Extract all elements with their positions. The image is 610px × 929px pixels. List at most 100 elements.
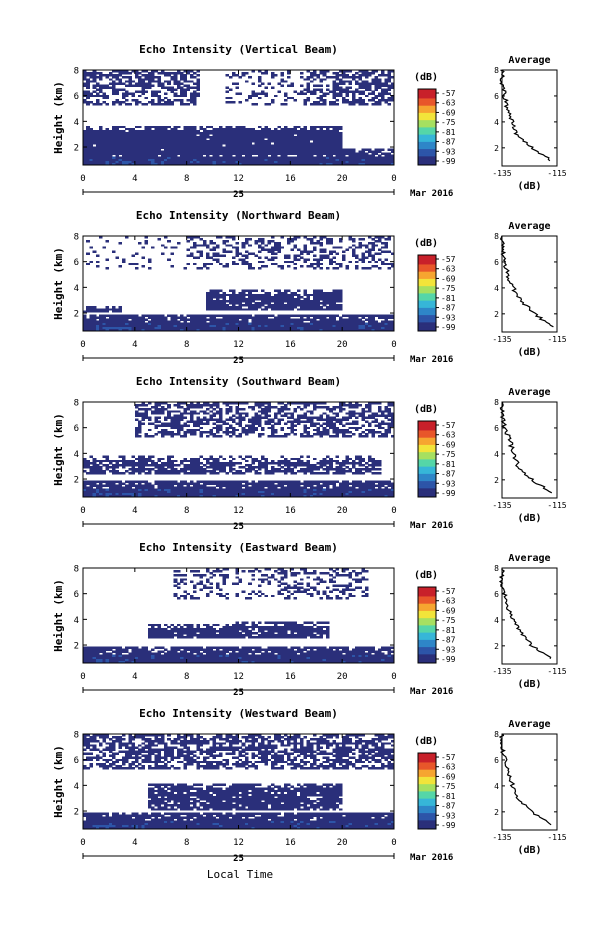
heatmap-cell bbox=[102, 463, 106, 467]
heatmap-cell bbox=[238, 258, 243, 262]
heatmap-cell bbox=[274, 246, 278, 249]
colorbar-segment bbox=[418, 285, 436, 288]
heatmap-cell bbox=[212, 426, 217, 430]
heatmap-cell bbox=[345, 156, 349, 160]
heatmap-cell bbox=[381, 72, 385, 75]
heatmap-cell bbox=[361, 254, 366, 257]
heatmap-cell bbox=[241, 480, 246, 483]
heatmap-cell bbox=[134, 266, 139, 270]
heatmap-cell bbox=[86, 308, 90, 311]
heatmap-cell bbox=[235, 152, 239, 155]
heatmap-cell bbox=[157, 463, 162, 467]
heatmap-cell bbox=[108, 148, 113, 151]
heatmap-cell bbox=[293, 318, 298, 321]
heatmap-cell bbox=[274, 160, 278, 164]
heatmap-cell bbox=[361, 328, 366, 332]
heatmap-cell bbox=[241, 131, 246, 135]
heatmap-cell bbox=[212, 320, 217, 324]
heatmap-cell bbox=[215, 148, 220, 151]
heatmap-cell bbox=[332, 103, 336, 106]
heatmap-cell bbox=[287, 136, 291, 139]
heatmap-cell bbox=[257, 84, 262, 87]
heatmap-cell bbox=[92, 306, 97, 309]
heatmap-cell bbox=[335, 134, 340, 137]
colorbar-segment bbox=[418, 300, 436, 303]
heatmap-cell bbox=[193, 490, 197, 494]
heatmap-cell bbox=[371, 150, 375, 153]
heatmap-cell bbox=[144, 457, 149, 461]
heatmap-cell bbox=[270, 72, 275, 75]
heatmap-cell bbox=[325, 156, 330, 160]
heatmap-cell bbox=[147, 82, 152, 85]
heatmap-cell bbox=[141, 470, 145, 473]
heatmap-cell bbox=[118, 140, 123, 143]
heatmap-cell bbox=[225, 162, 230, 166]
heatmap-cell bbox=[115, 156, 119, 160]
heatmap-cell bbox=[118, 316, 123, 319]
heatmap-cell bbox=[325, 293, 330, 297]
heatmap-cell bbox=[228, 136, 233, 139]
heatmap-cell bbox=[118, 144, 123, 147]
heatmap-cell bbox=[351, 92, 356, 96]
heatmap-cell bbox=[95, 316, 100, 319]
heatmap-cell bbox=[199, 420, 204, 423]
heatmap-cell bbox=[364, 246, 369, 249]
heatmap-cell bbox=[361, 86, 366, 89]
heatmap-cell bbox=[105, 162, 110, 166]
heatmap-cell bbox=[232, 402, 236, 405]
heatmap-cell bbox=[364, 326, 369, 330]
heatmap-cell bbox=[325, 326, 330, 330]
colorbar-segment bbox=[418, 110, 436, 113]
heatmap-cell bbox=[196, 142, 200, 145]
heatmap-cell bbox=[134, 412, 139, 415]
heatmap-cell bbox=[228, 326, 233, 330]
heatmap-cell bbox=[121, 154, 126, 158]
heatmap-cell bbox=[206, 304, 210, 307]
heatmap-cell bbox=[176, 86, 181, 89]
heatmap-cell bbox=[147, 408, 152, 411]
heatmap-cell bbox=[270, 324, 275, 328]
heatmap-cell bbox=[361, 322, 366, 326]
heatmap-cell bbox=[358, 92, 362, 96]
heatmap-cell bbox=[329, 324, 333, 328]
heatmap-cell bbox=[235, 293, 239, 297]
colorbar-segment bbox=[418, 89, 436, 92]
heatmap-cell bbox=[128, 152, 132, 155]
heatmap-cell bbox=[261, 295, 265, 299]
heatmap-cell bbox=[364, 88, 369, 91]
heatmap-cell bbox=[316, 154, 320, 158]
heatmap-cell bbox=[125, 134, 129, 137]
heatmap-cell bbox=[86, 490, 90, 494]
heatmap-cell bbox=[176, 418, 181, 421]
heatmap-cell bbox=[183, 78, 187, 81]
heatmap-cell bbox=[264, 297, 268, 301]
heatmap-cell bbox=[270, 74, 275, 77]
heatmap-cell bbox=[193, 86, 197, 89]
heatmap-cell bbox=[293, 302, 298, 305]
heatmap-cell bbox=[131, 466, 136, 469]
heatmap-cell bbox=[189, 468, 194, 471]
heatmap-cell bbox=[228, 302, 233, 305]
x-tick-label: 16 bbox=[285, 340, 296, 350]
heatmap-cell bbox=[309, 92, 314, 96]
heatmap-cell bbox=[381, 158, 385, 162]
heatmap-cell bbox=[209, 148, 213, 151]
heatmap-cell bbox=[319, 306, 324, 309]
heatmap-cell bbox=[332, 136, 336, 139]
heatmap-cell bbox=[225, 492, 230, 496]
average-profile-line bbox=[499, 69, 551, 162]
colorbar-segment bbox=[418, 145, 436, 148]
heatmap-cell bbox=[261, 146, 265, 149]
heatmap-cell bbox=[163, 92, 168, 96]
heatmap-cell bbox=[196, 314, 200, 317]
heatmap-cell bbox=[283, 144, 288, 147]
heatmap-cell bbox=[316, 131, 320, 135]
heatmap-cell bbox=[128, 320, 132, 324]
heatmap-cell bbox=[235, 470, 239, 473]
heatmap-cell bbox=[296, 162, 301, 166]
heatmap-cell bbox=[86, 144, 90, 147]
heatmap-cell bbox=[313, 150, 317, 153]
heatmap-cell bbox=[235, 314, 239, 317]
heatmap-cell bbox=[125, 484, 129, 487]
heatmap-cell bbox=[180, 144, 184, 147]
